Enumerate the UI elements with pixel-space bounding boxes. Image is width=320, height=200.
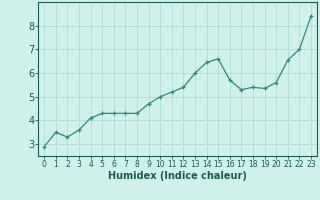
X-axis label: Humidex (Indice chaleur): Humidex (Indice chaleur) xyxy=(108,171,247,181)
